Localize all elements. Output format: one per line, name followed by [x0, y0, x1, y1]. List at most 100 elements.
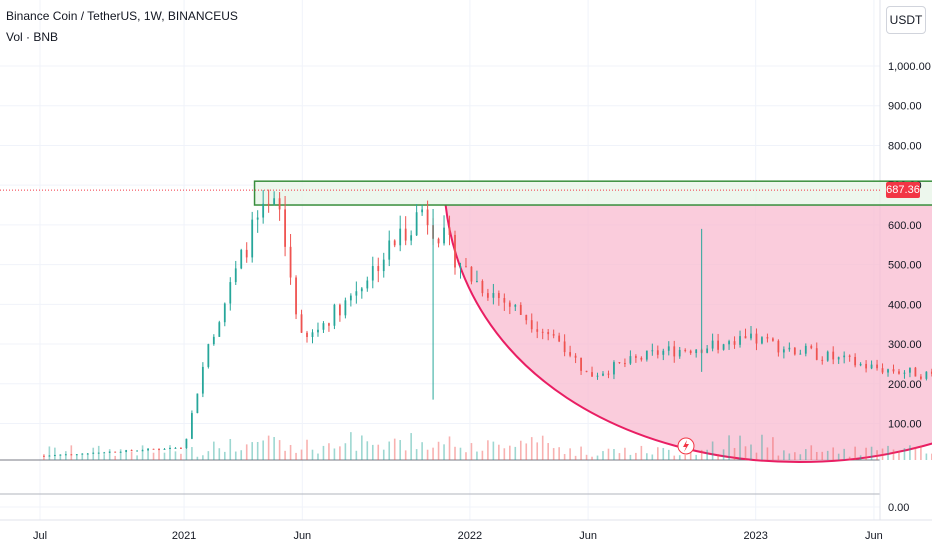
volume-bar — [476, 451, 478, 460]
volume-bar — [415, 449, 418, 460]
volume-bar — [903, 448, 906, 460]
volume-bar — [821, 451, 824, 460]
volume-bar — [640, 445, 643, 460]
candle-body — [848, 355, 851, 357]
volume-bar — [322, 445, 325, 460]
volume-bar — [443, 444, 445, 460]
volume-bar — [158, 448, 160, 460]
candle-body — [629, 356, 632, 364]
volume-bar — [563, 454, 566, 460]
volume-bar — [810, 445, 813, 460]
candle-body — [191, 413, 193, 439]
volume-bar — [744, 446, 747, 460]
candle-body — [547, 332, 550, 335]
volume-bar — [613, 449, 615, 460]
volume-bar — [355, 450, 358, 460]
volume-bar — [300, 449, 303, 460]
candle-body — [410, 235, 413, 241]
volume-bar — [136, 455, 138, 460]
candle-body — [859, 363, 862, 366]
volume-bar — [558, 447, 560, 460]
volume-bar — [174, 451, 177, 460]
volume-bar — [706, 449, 708, 460]
volume-bar — [914, 447, 917, 460]
candle-body — [48, 455, 51, 457]
candle-body — [887, 369, 889, 373]
volume-bar — [218, 448, 221, 460]
volume-bar — [229, 438, 232, 460]
volume-bar — [662, 447, 665, 460]
volume-bar — [547, 443, 549, 460]
currency-button[interactable]: USDT — [886, 6, 926, 34]
candle-body — [317, 329, 319, 333]
volume-bar — [870, 446, 873, 460]
candle-body — [673, 346, 676, 357]
volume-bar — [514, 446, 517, 460]
candle-body — [645, 350, 648, 360]
candle-body — [366, 280, 369, 289]
volume-bar — [498, 444, 500, 460]
volume-bar — [772, 437, 774, 460]
candle-body — [678, 349, 681, 357]
volume-bar — [437, 441, 440, 460]
volume-bar — [81, 453, 84, 460]
volume-bar — [569, 448, 571, 460]
volume-bar — [761, 434, 763, 460]
volume-bar — [426, 449, 429, 460]
candle-body — [585, 370, 588, 373]
candle-body — [761, 337, 763, 344]
candle-body — [618, 362, 621, 364]
candle-body — [788, 347, 791, 350]
x-tick-label: Jun — [293, 530, 311, 542]
volume-bar — [618, 453, 621, 460]
volume-bar — [602, 451, 604, 460]
volume-bar — [843, 448, 845, 460]
volume-bar — [361, 435, 363, 460]
candle-body — [569, 352, 572, 356]
candle-body — [486, 293, 489, 298]
candle-body — [898, 371, 900, 374]
volume-bar — [673, 455, 676, 460]
volume-bar — [284, 450, 286, 460]
candle-body — [180, 447, 182, 449]
candle-body — [892, 369, 895, 372]
volume-bar — [503, 448, 506, 460]
volume-bar — [202, 455, 204, 460]
candle-body — [371, 266, 374, 281]
candle-body — [333, 304, 336, 326]
y-tick-label: 400.00 — [888, 299, 922, 311]
y-tick-label: 200.00 — [888, 379, 922, 391]
candle-body — [826, 351, 829, 361]
candle-body — [684, 349, 687, 351]
candle-body — [656, 350, 659, 355]
y-tick-label: 0.00 — [888, 502, 909, 514]
candle-body — [925, 371, 928, 379]
candle-body — [448, 227, 451, 235]
volume-bar — [876, 450, 878, 460]
volume-bar — [273, 437, 275, 460]
candle-body — [722, 344, 725, 350]
candle-body — [399, 228, 402, 246]
volume-bar — [393, 438, 396, 460]
candle-body — [119, 451, 122, 453]
candle-body — [174, 447, 177, 449]
candle-body — [136, 450, 138, 452]
candle-body — [103, 452, 106, 454]
volume-bar — [700, 449, 703, 460]
candle-body — [514, 304, 517, 307]
volume-bar — [152, 452, 155, 460]
candle-body — [876, 364, 878, 369]
candle-body — [306, 332, 308, 338]
candle-body — [338, 304, 341, 316]
candle-body — [300, 314, 303, 333]
volume-bar — [421, 442, 423, 460]
candle-body — [739, 336, 741, 345]
volume-bar — [788, 453, 791, 460]
volume-bar — [256, 441, 259, 460]
candle-body — [782, 349, 785, 353]
candle-body — [903, 372, 906, 374]
volume-bar — [728, 435, 730, 460]
candle-body — [75, 454, 78, 456]
y-tick-label: 1,000.00 — [888, 61, 931, 73]
